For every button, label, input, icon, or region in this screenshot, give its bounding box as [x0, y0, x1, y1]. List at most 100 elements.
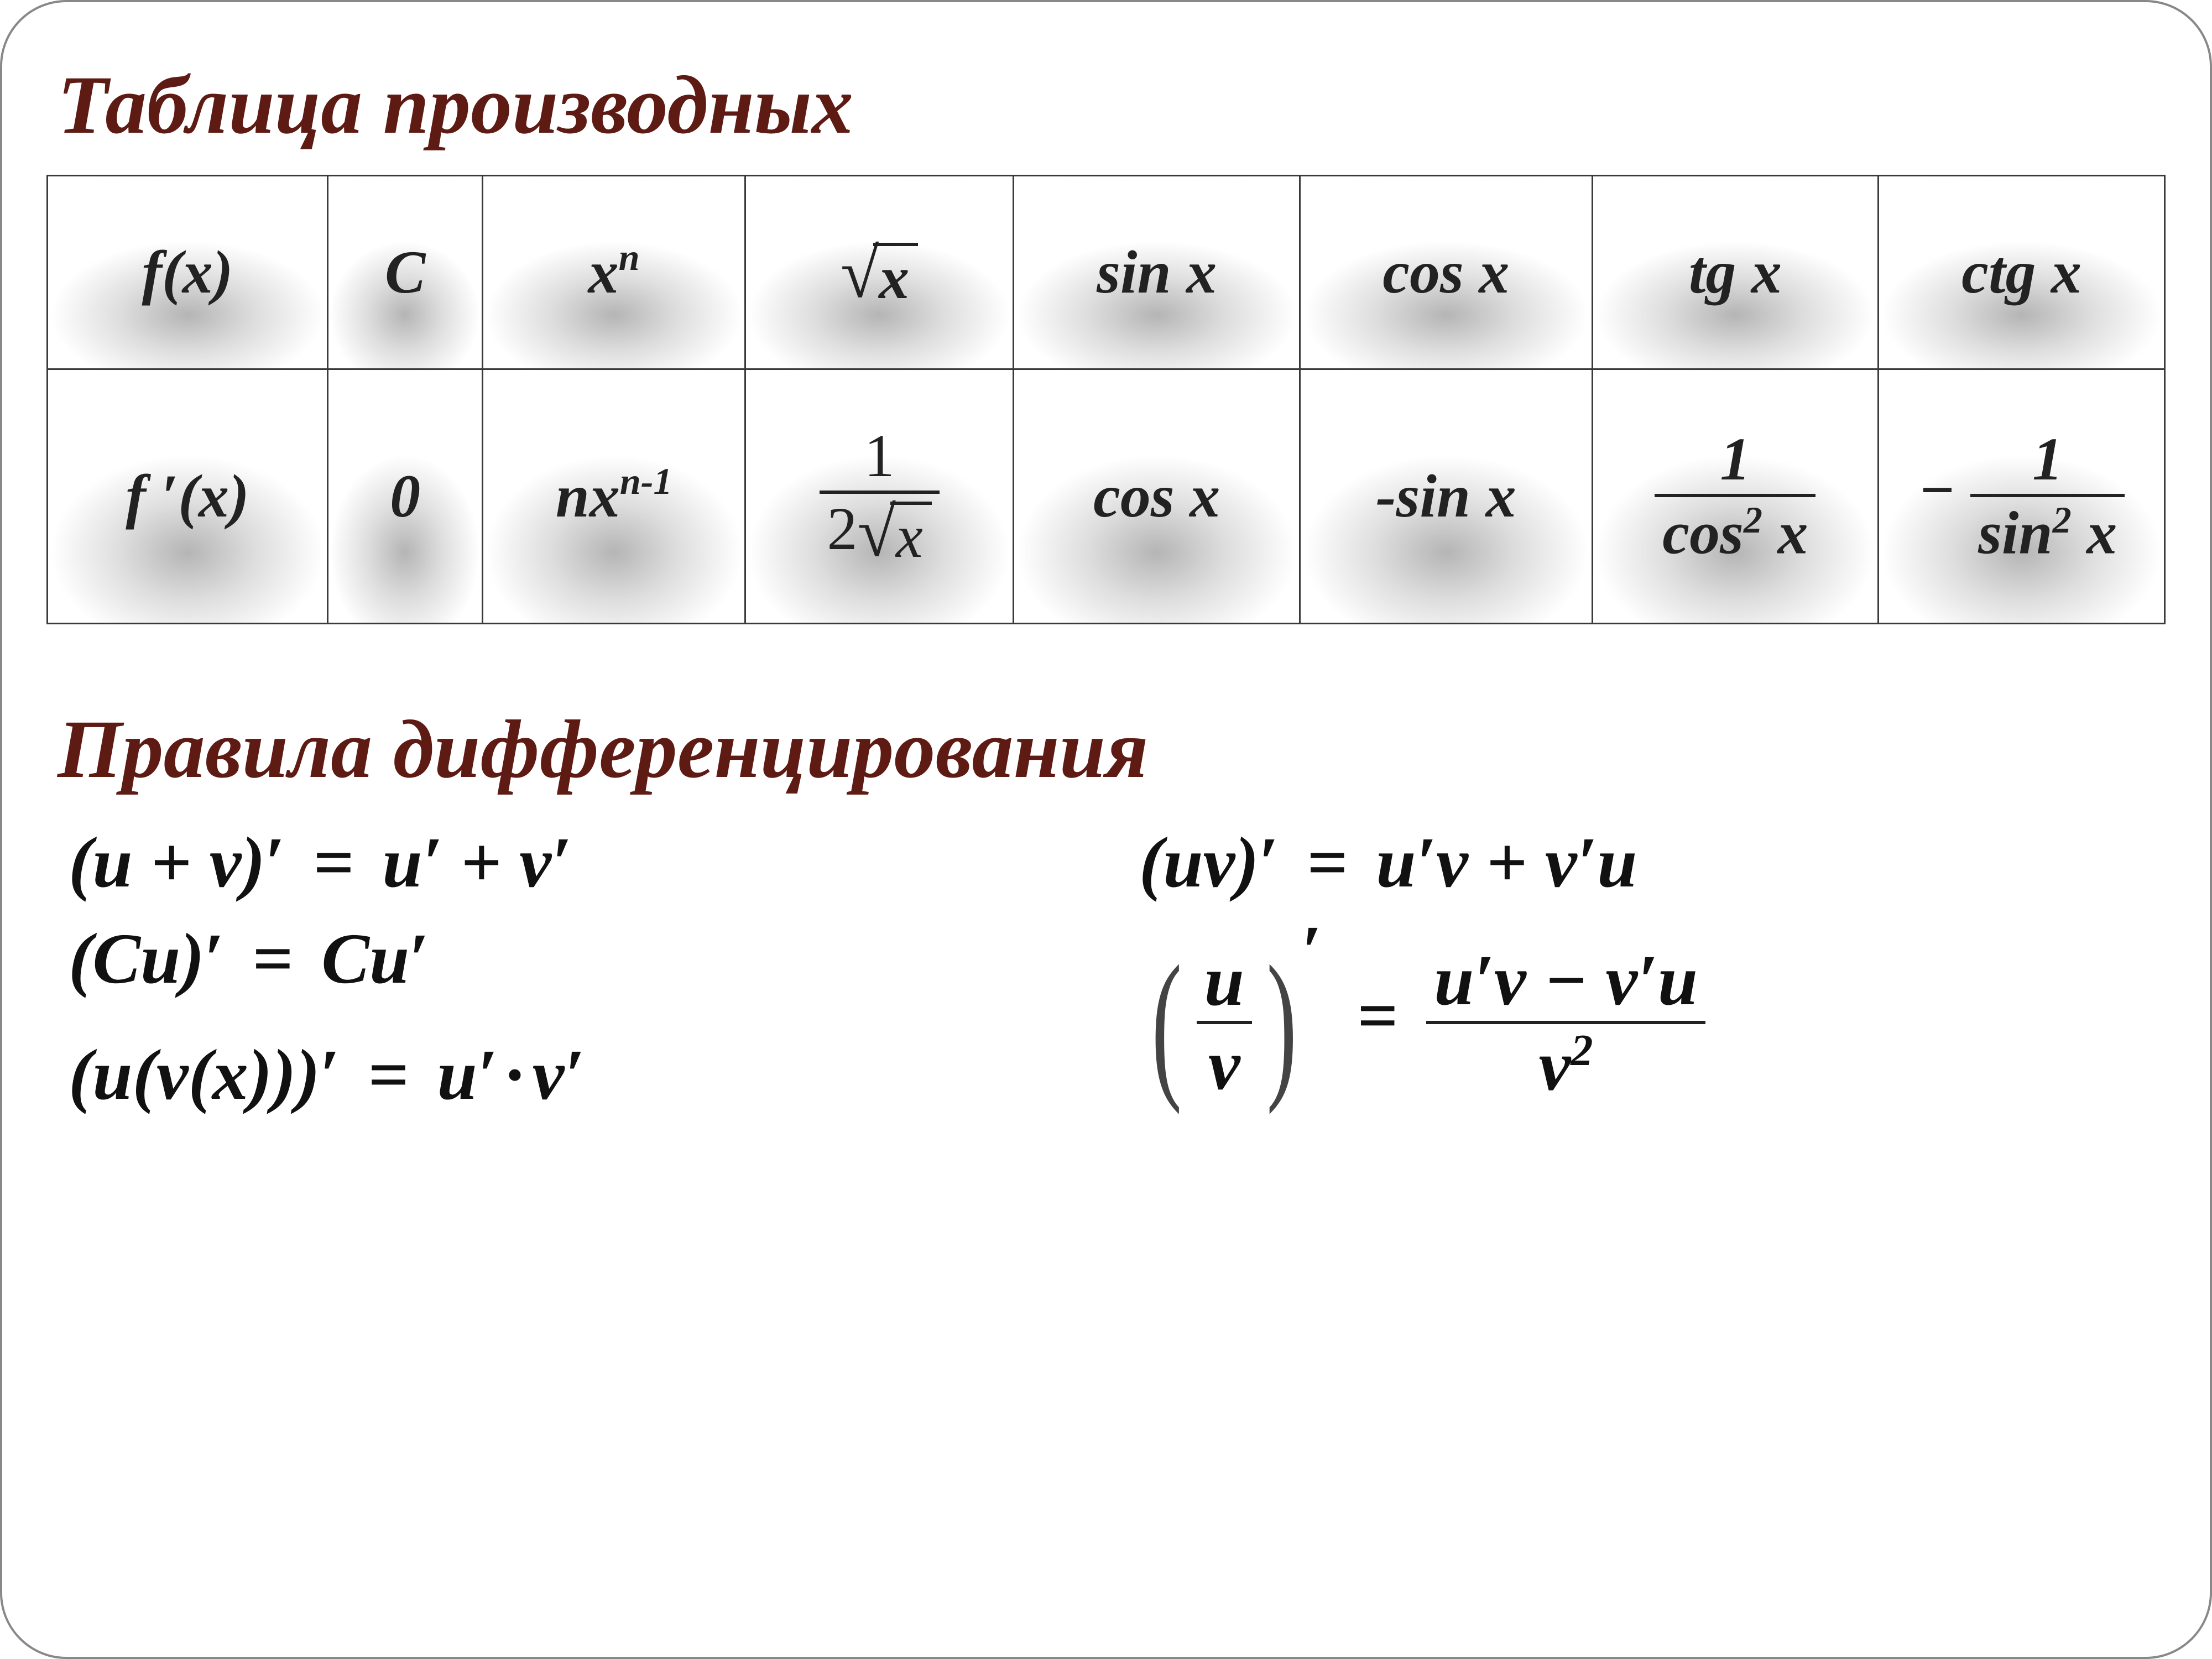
numerator: u [1197, 943, 1252, 1021]
prime-mark: ′ [205, 919, 225, 999]
numerator: 1 [1970, 427, 2125, 494]
fraction: 1 2√x [820, 424, 940, 568]
lparen-big: ( [1151, 957, 1182, 1089]
prime-mark: ′ [265, 823, 286, 902]
denominator: 2√x [820, 491, 940, 569]
cell-d-tgx: 1 cos2 x [1592, 369, 1879, 624]
equals: = [340, 1035, 437, 1115]
var-x: x [1777, 499, 1808, 566]
rparen: ) [296, 1035, 320, 1115]
vprime-u: v′u [1545, 823, 1637, 902]
sqrt-icon: √x [858, 502, 932, 569]
rule-quotient: ( u v ) ′ = u′v − v′u v2 [1139, 943, 2143, 1103]
exp-2: 2 [1744, 499, 1762, 541]
sqrt-arg: x [890, 502, 932, 569]
coef-n: n [556, 462, 589, 530]
composite: u(v(x)) [92, 1035, 296, 1115]
slide-frame: Таблица производных f(x) C xn √x sin x c… [0, 0, 2212, 1659]
exp-2: 2 [2053, 499, 2072, 541]
Cu: Cu [321, 919, 409, 999]
lparen: ( [69, 919, 92, 999]
Cu: Cu [92, 919, 180, 999]
sqrt-icon: √x [841, 243, 918, 310]
op-plus: + [1468, 823, 1545, 902]
rule-product: (uv)′ = u′v + v′u [1139, 821, 2143, 904]
rparen: ) [1235, 823, 1259, 902]
var-v: v [1539, 1026, 1571, 1105]
uv: uv [1163, 823, 1235, 902]
cell-f-ctgx: ctg x [1879, 176, 2165, 369]
prime-mark: ′ [409, 919, 430, 999]
lparen: ( [69, 823, 92, 902]
lparen: ( [69, 1035, 92, 1115]
fraction: 1 sin2 x [1970, 427, 2125, 565]
numerator: u′v − v′u [1426, 943, 1705, 1021]
numerator: 1 [1655, 427, 1815, 494]
exp-2: 2 [1571, 1026, 1593, 1075]
op-plus: + [442, 823, 519, 902]
table-row: f(x) C xn √x sin x cos x tg x ctg x [48, 176, 2165, 369]
denominator: v [1197, 1021, 1252, 1103]
var-x: x [2086, 499, 2117, 566]
coef-two: 2 [827, 495, 858, 562]
rules-right-column: (uv)′ = u′v + v′u ( u v ) ′ = u′v − v′u [1139, 808, 2143, 1130]
cell-f-C: C [327, 176, 482, 369]
table-title: Таблица производных [58, 58, 2166, 153]
rules-title: Правила дифференцирования [58, 702, 2166, 797]
fn-cos: cos [1662, 499, 1744, 566]
cell-f-cosx: cos x [1300, 176, 1593, 369]
rparen: ) [241, 823, 265, 902]
v-prime: v′ [519, 823, 571, 902]
equals: = [1279, 823, 1376, 902]
table-row: f ′(x) 0 nxn-1 1 2√x cos x -sin x 1 [48, 369, 2165, 624]
op-minus: − [1526, 941, 1606, 1020]
rule-sum: (u + v)′ = u′ + v′ [69, 821, 1073, 904]
exp-n: n [619, 236, 640, 278]
cell-f-xn: xn [483, 176, 745, 369]
cell-d-sinx: cos x [1014, 369, 1300, 624]
uprime-v: u′v [1434, 941, 1526, 1020]
minus-sign: − [1918, 456, 1955, 524]
equals: = [285, 823, 382, 902]
var-x: x [589, 462, 620, 530]
derivatives-table: f(x) C xn √x sin x cos x tg x ctg x f ′(… [46, 175, 2166, 624]
numerator: 1 [820, 424, 940, 491]
var-x: x [588, 238, 619, 306]
v-prime: v′ [533, 1035, 585, 1115]
fraction: u′v − v′u v2 [1426, 943, 1705, 1103]
equals: = [225, 919, 321, 999]
row-label-fx: f(x) [48, 176, 328, 369]
var-u: u [92, 823, 132, 902]
equals: = [1329, 976, 1426, 1056]
prime-mark: ′ [320, 1035, 341, 1115]
u-prime: u′ [382, 823, 442, 902]
cell-f-sinx: sin x [1014, 176, 1300, 369]
fraction: u v [1197, 943, 1252, 1103]
cell-d-sqrtx: 1 2√x [745, 369, 1013, 624]
cell-d-ctgx: − 1 sin2 x [1879, 369, 2165, 624]
lparen: ( [1139, 823, 1163, 902]
denominator: cos2 x [1655, 494, 1815, 565]
denominator: sin2 x [1970, 494, 2125, 565]
rparen: ) [180, 919, 204, 999]
fn-sin: sin [1978, 499, 2053, 566]
sqrt-arg: x [873, 243, 918, 310]
var-v: v [210, 823, 242, 902]
prime-mark: ′ [1259, 823, 1280, 902]
rule-const: (Cu)′ = Cu′ [69, 917, 1073, 1000]
exp-nminus1: n-1 [620, 460, 672, 502]
op-plus: + [133, 823, 210, 902]
cell-d-xn: nxn-1 [483, 369, 745, 624]
cell-d-C: 0 [327, 369, 482, 624]
rules-block: (u + v)′ = u′ + v′ (Cu)′ = Cu′ (u(v(x)))… [46, 808, 2166, 1130]
rules-left-column: (u + v)′ = u′ + v′ (Cu)′ = Cu′ (u(v(x)))… [69, 808, 1073, 1130]
rparen-big: ) [1266, 957, 1297, 1089]
rule-chain: (u(v(x)))′ = u′·v′ [69, 1034, 1073, 1117]
cell-d-cosx: -sin x [1300, 369, 1593, 624]
cell-f-sqrtx: √x [745, 176, 1013, 369]
vprime-u: v′u [1605, 941, 1698, 1020]
big-paren: ( u v ) [1139, 943, 1309, 1103]
denominator: v2 [1426, 1021, 1705, 1104]
row-label-fpx: f ′(x) [48, 369, 328, 624]
u-prime: u′ [437, 1035, 497, 1115]
